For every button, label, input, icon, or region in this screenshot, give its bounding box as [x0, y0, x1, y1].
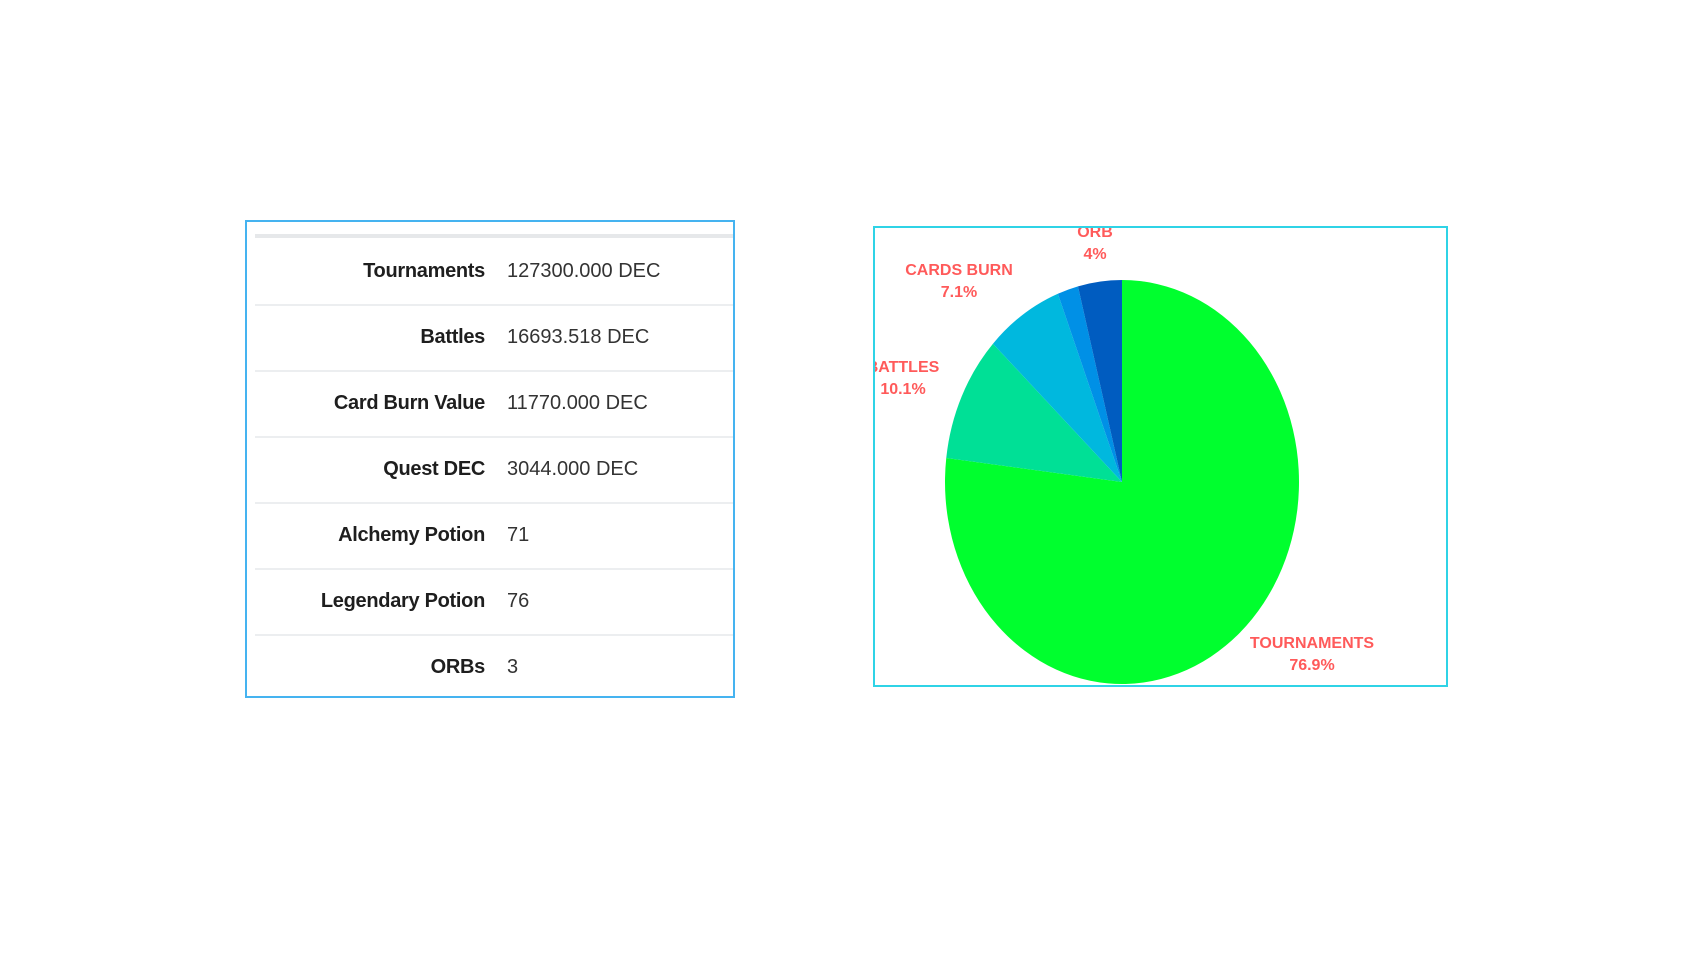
row-label: Card Burn Value — [333, 391, 485, 414]
row-label: Quest DEC — [383, 457, 485, 480]
table-row: Tournaments 127300.000 DEC — [255, 238, 733, 306]
table-row: Card Burn Value 11770.000 DEC — [255, 370, 733, 438]
row-label: Alchemy Potion — [338, 523, 485, 546]
row-value: 3044.000 DEC — [507, 457, 639, 480]
slice-name-label: BATTLES — [875, 359, 940, 376]
pie-slice — [1057, 286, 1122, 482]
slice-percent-label: 4% — [1083, 246, 1106, 263]
pie-chart-svg: TOURNAMENTS 76.9% BATTLES 10.1% CARDS BURN 7.… — [875, 228, 1374, 684]
slice-name-label: CARDS BURN — [905, 262, 1013, 279]
row-value: 76 — [507, 589, 530, 612]
row-label: Legendary Potion — [320, 589, 485, 612]
rewards-table: Tournaments 127300.000 DEC Battles 16693.51… — [245, 220, 735, 698]
row-label: Battles — [420, 325, 485, 348]
row-label: ORBs — [430, 655, 486, 678]
table-row: Quest DEC 3044.000 DEC — [255, 436, 733, 504]
row-value: 127300.000 DEC — [507, 259, 661, 282]
row-value: 16693.518 DEC — [507, 325, 650, 348]
table-row: Battles 16693.518 DEC — [255, 304, 733, 372]
pie-slice-cards-burn — [992, 293, 1122, 482]
row-value: 3 — [507, 655, 519, 678]
slice-percent-label: 10.1% — [880, 381, 925, 398]
slice-name-label: TOURNAMENTS — [1250, 635, 1374, 652]
slice-percent-label: 76.9% — [1289, 657, 1334, 674]
pie-slice-orb — [1077, 280, 1122, 482]
row-value: 71 — [507, 523, 530, 546]
table-row: Legendary Potion 76 — [255, 568, 733, 636]
row-value: 11770.000 DEC — [507, 391, 648, 414]
table-top-divider — [255, 234, 733, 238]
pie-chart: TOURNAMENTS 76.9% BATTLES 10.1% CARDS BURN 7.… — [873, 226, 1448, 687]
slice-percent-label: 7.1% — [941, 284, 977, 301]
pie-slice-battles — [946, 343, 1122, 482]
row-label: Tournaments — [363, 259, 485, 282]
table-row: ORBs 3 — [255, 634, 733, 700]
table-row: Alchemy Potion 71 — [255, 502, 733, 570]
slice-name-label: ORB — [1077, 228, 1113, 241]
